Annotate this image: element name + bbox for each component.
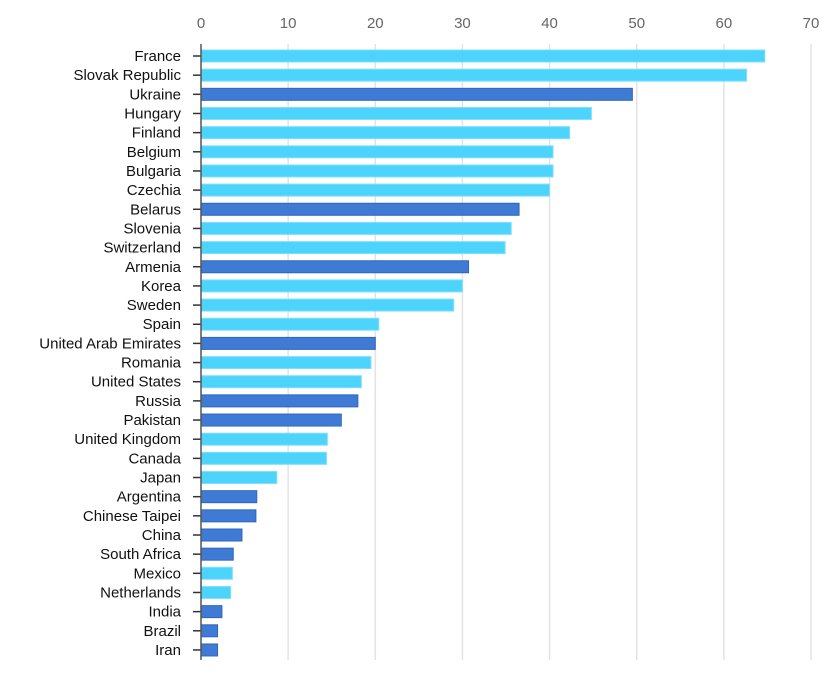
x-tick-label: 20 bbox=[367, 15, 384, 32]
category-label: Argentina bbox=[117, 489, 182, 506]
category-label: Japan bbox=[140, 470, 181, 487]
category-label: Hungary bbox=[124, 105, 181, 122]
category-label: Mexico bbox=[133, 565, 181, 582]
x-tick-label: 10 bbox=[280, 15, 297, 32]
category-label: Ukraine bbox=[129, 86, 181, 103]
bar bbox=[200, 336, 376, 350]
category-label: United States bbox=[91, 374, 181, 391]
category-label: Netherlands bbox=[100, 584, 181, 601]
category-label: Romania bbox=[121, 355, 182, 372]
bar bbox=[200, 317, 380, 331]
category-label: Belgium bbox=[127, 144, 181, 161]
category-label: Brazil bbox=[143, 623, 181, 640]
category-label: United Kingdom bbox=[74, 431, 181, 448]
category-label: China bbox=[142, 527, 182, 544]
bar bbox=[200, 49, 766, 63]
category-label: Sweden bbox=[127, 297, 181, 314]
bar bbox=[200, 87, 633, 101]
category-label: Finland bbox=[132, 125, 181, 142]
bar bbox=[200, 164, 554, 178]
x-tick-label: 50 bbox=[628, 15, 645, 32]
category-label: Russia bbox=[135, 393, 182, 410]
category-label: Chinese Taipei bbox=[83, 508, 181, 525]
bar bbox=[200, 221, 512, 235]
bar bbox=[200, 432, 328, 446]
x-tick-label: 70 bbox=[803, 15, 820, 32]
bar bbox=[200, 241, 506, 255]
bar bbox=[200, 106, 592, 120]
bar bbox=[200, 298, 455, 312]
category-label: Switzerland bbox=[103, 240, 181, 257]
bar bbox=[200, 68, 748, 82]
bar bbox=[200, 547, 234, 561]
bar bbox=[200, 624, 219, 638]
bar bbox=[200, 279, 463, 293]
category-label: Armenia bbox=[125, 259, 182, 276]
bar bbox=[200, 394, 359, 408]
category-label: Iran bbox=[155, 642, 181, 659]
category-label: Korea bbox=[141, 278, 182, 295]
bar bbox=[200, 260, 470, 274]
bar bbox=[200, 126, 571, 140]
bar bbox=[200, 643, 219, 657]
bar bbox=[200, 471, 278, 485]
category-label: Slovenia bbox=[123, 220, 181, 237]
bar bbox=[200, 356, 372, 370]
category-label: Slovak Republic bbox=[73, 67, 181, 84]
bar bbox=[200, 451, 327, 465]
bar bbox=[200, 605, 223, 619]
x-tick-label: 60 bbox=[716, 15, 733, 32]
bar bbox=[200, 528, 243, 542]
bar bbox=[200, 202, 520, 216]
bar bbox=[200, 375, 362, 389]
category-label: United Arab Emirates bbox=[39, 335, 181, 352]
bar bbox=[200, 509, 257, 523]
category-label: Belarus bbox=[130, 201, 181, 218]
category-label: South Africa bbox=[100, 546, 182, 563]
bar bbox=[200, 566, 233, 580]
category-label: Spain bbox=[143, 316, 181, 333]
bar bbox=[200, 183, 551, 197]
bar bbox=[200, 413, 342, 427]
category-label: Pakistan bbox=[123, 412, 181, 429]
x-tick-label: 0 bbox=[197, 15, 205, 32]
category-label: Bulgaria bbox=[126, 163, 182, 180]
bar bbox=[200, 585, 232, 599]
category-label: Czechia bbox=[127, 182, 182, 199]
x-tick-label: 30 bbox=[454, 15, 471, 32]
category-label: Canada bbox=[128, 450, 181, 467]
bar bbox=[200, 490, 258, 504]
bar bbox=[200, 145, 554, 159]
x-tick-label: 40 bbox=[541, 15, 558, 32]
category-label: India bbox=[148, 604, 181, 621]
category-label: France bbox=[134, 48, 181, 65]
